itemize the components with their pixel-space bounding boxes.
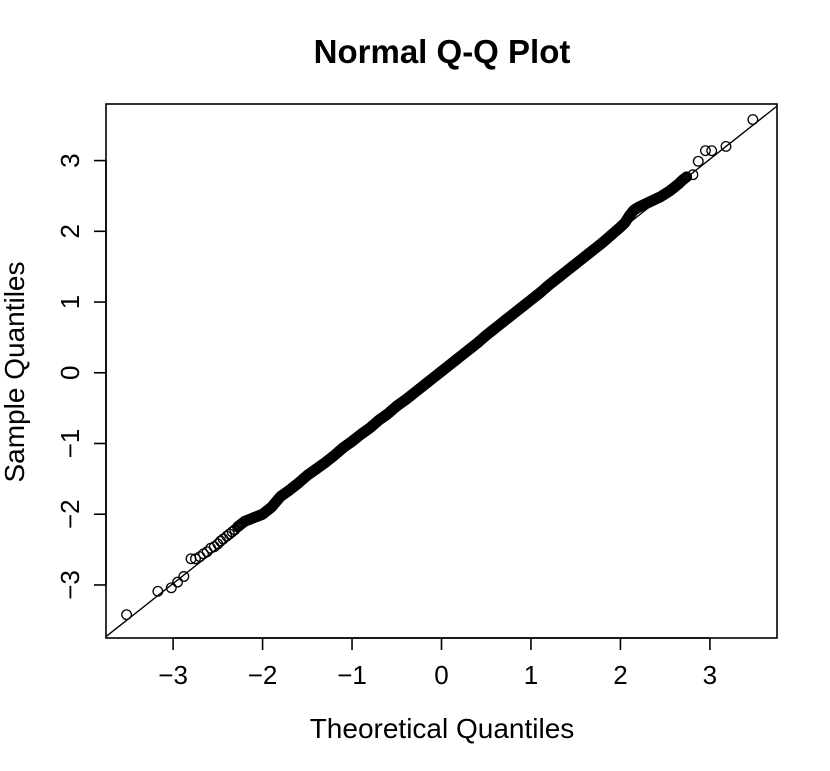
data-point <box>677 174 689 185</box>
data-point <box>692 155 704 167</box>
data-point <box>152 585 164 597</box>
data-point <box>747 114 759 126</box>
y-tick-label: −1 <box>55 429 85 459</box>
data-points <box>121 114 759 621</box>
data-point <box>165 582 177 594</box>
data-point <box>121 609 133 621</box>
data-point <box>172 576 184 588</box>
y-tick-label: 1 <box>55 295 85 309</box>
y-tick-label: 2 <box>55 224 85 238</box>
x-tick-label: 3 <box>703 660 717 690</box>
plot-area <box>105 103 778 639</box>
data-point <box>208 541 220 553</box>
data-point <box>178 571 190 582</box>
x-tick-label: 2 <box>613 660 627 690</box>
x-tick-label: −2 <box>248 660 278 690</box>
x-tick-label: −1 <box>337 660 367 690</box>
y-tick-label: 0 <box>55 366 85 380</box>
data-point <box>720 140 732 152</box>
data-point <box>706 145 718 157</box>
data-point <box>699 145 711 157</box>
y-tick-label: −2 <box>55 499 85 529</box>
data-point <box>194 551 206 563</box>
data-point <box>215 535 226 547</box>
data-point <box>678 173 690 185</box>
x-tick-label: 0 <box>434 660 448 690</box>
y-axis-label: Sample Quantiles <box>0 261 30 482</box>
x-axis: −3 −2 −1 0 1 2 3 <box>158 637 717 690</box>
y-tick-label: −3 <box>55 570 85 600</box>
x-tick-label: −3 <box>158 660 188 690</box>
y-tick-label: 3 <box>55 153 85 167</box>
data-point <box>201 546 213 558</box>
data-point <box>680 172 691 184</box>
x-tick-label: 1 <box>524 660 538 690</box>
x-axis-label: Theoretical Quantiles <box>310 713 575 744</box>
chart-title: Normal Q-Q Plot <box>314 33 571 70</box>
y-axis: −3 −2 −1 0 1 2 3 <box>55 153 107 600</box>
